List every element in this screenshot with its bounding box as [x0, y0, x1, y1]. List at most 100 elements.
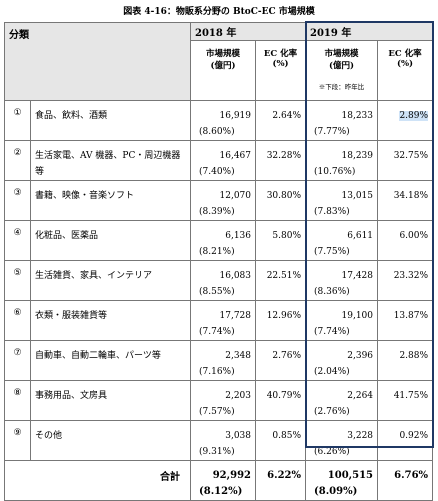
- size-label: 市場規模: [324, 49, 359, 59]
- growth-value: (2.76%): [314, 407, 350, 417]
- year-header: 2019 年: [305, 22, 434, 41]
- page: 図表 4-16：物販系分野の BtoC-EC 市場規模 分類 2018 年 2019…: [4, 7, 434, 501]
- row-number: ①: [4, 100, 31, 141]
- ec-value: 2.76%: [272, 351, 302, 361]
- row-number: ③: [4, 180, 31, 221]
- growth-value: (7.75%): [314, 247, 350, 257]
- growth-value: (7.74%): [199, 327, 235, 337]
- ec-rate: 12.96%: [254, 300, 307, 341]
- category: 自動車、自動二輪車、パーツ等: [30, 340, 191, 381]
- growth-value: (8.36%): [314, 287, 350, 297]
- market-size: 16,083 (8.55%): [190, 260, 256, 301]
- data-row: ④ 化粧品、医薬品 6,136 (8.21%) 5.80% 6,611 (7.75%) 6.0…: [4, 220, 434, 261]
- ec-value: 6.00%: [399, 231, 429, 241]
- ec-rate: 13.87%: [377, 300, 434, 341]
- market-size: 19,100 (7.74%): [305, 300, 379, 341]
- growth-value: (8.60%): [199, 127, 235, 137]
- market-size: 17,428 (8.36%): [305, 260, 379, 301]
- market-size: 6,136 (8.21%): [190, 220, 256, 261]
- ec-value: 2.89%: [399, 111, 429, 121]
- ec-rate: 40.79%: [254, 380, 307, 421]
- title: 図表 4-16：物販系分野の BtoC-EC 市場規模: [123, 7, 315, 17]
- growth-value: (10.76%): [314, 167, 356, 177]
- ec-label: EC 化率: [388, 49, 422, 59]
- ec-header: EC 化率 (%): [254, 40, 307, 101]
- ec-rate: 2.88%: [377, 340, 434, 381]
- data-row: ① 食品、飲料、酒類 16,919 (8.60%) 2.64% 18,233 (7.77%)…: [4, 100, 434, 141]
- ec-rate: 2.64%: [254, 100, 307, 141]
- ec-rate: 2.89%: [377, 100, 434, 141]
- size-value: 3,228: [347, 431, 374, 441]
- size-unit: (億円): [210, 61, 236, 71]
- ec-value: 32.75%: [393, 151, 429, 161]
- growth-value: (6.26%): [314, 447, 350, 457]
- total-row: 合計 92,992 (8.12%) 6.22% 100,515 (8.09%) 6.76%: [4, 460, 434, 501]
- market-size: 92,992 (8.12%): [190, 460, 256, 501]
- size-value: 19,100: [341, 311, 374, 321]
- header-row: 分類 2018 年 2019 年: [4, 22, 434, 101]
- category: その他: [30, 420, 191, 461]
- row-number: ⑤: [4, 260, 31, 301]
- ec-value: 2.64%: [272, 111, 302, 121]
- ec-unit: (%): [396, 59, 414, 69]
- ec-rate: 32.75%: [377, 140, 434, 181]
- growth-value: (2.04%): [314, 367, 350, 377]
- growth-value: (8.09%): [314, 486, 358, 497]
- ec-rate: 6.76%: [377, 460, 434, 501]
- ec-value: 2.88%: [399, 351, 429, 361]
- row-number: ②: [4, 140, 31, 181]
- category-header: 分類: [4, 22, 191, 101]
- growth-value: (7.83%): [314, 207, 350, 217]
- market-size: 18,239 (10.76%): [305, 140, 379, 181]
- size-value: 17,728: [219, 311, 252, 321]
- ec-rate: 0.85%: [254, 420, 307, 461]
- market-size: 6,611 (7.75%): [305, 220, 379, 261]
- market-size: 2,264 (2.76%): [305, 380, 379, 421]
- category: 食品、飲料、酒類: [30, 100, 191, 141]
- row-number: ⑥: [4, 300, 31, 341]
- category: 書籍、映像・音楽ソフト: [30, 180, 191, 221]
- growth-value: (7.74%): [314, 327, 350, 337]
- size-value: 13,015: [341, 191, 374, 201]
- market-size: 100,515 (8.09%): [305, 460, 379, 501]
- size-value: 2,264: [347, 391, 374, 401]
- size-value: 18,233: [341, 111, 374, 121]
- ec-rate: 0.92%: [377, 420, 434, 461]
- ec-value: 0.85%: [272, 431, 302, 441]
- row-number: ⑧: [4, 380, 31, 421]
- market-size: 16,467 (7.40%): [190, 140, 256, 181]
- note: ※下段：昨年比: [318, 83, 365, 91]
- year-header: 2018 年: [189, 22, 307, 41]
- total-label: 合計: [4, 460, 191, 501]
- ec-value: 40.79%: [266, 391, 302, 401]
- data-row: ⑥ 衣類・服装雑貨等 17,728 (7.74%) 12.96% 19,100 (7.74%…: [4, 300, 434, 341]
- ec-value: 6.22%: [267, 470, 302, 481]
- size-value: 12,070: [219, 191, 252, 201]
- row-number: ⑦: [4, 340, 31, 381]
- ec-rate: 5.80%: [254, 220, 307, 261]
- market-size: 2,348 (7.16%): [190, 340, 256, 381]
- market-size: 18,233 (7.77%): [305, 100, 379, 141]
- market-size: 3,038 (9.31%): [190, 420, 256, 461]
- ec-rate: 32.28%: [254, 140, 307, 181]
- size-value: 3,038: [225, 431, 251, 441]
- ec-value: 34.18%: [393, 191, 429, 201]
- ec-value: 13.87%: [393, 311, 429, 321]
- size-value: 6,611: [347, 231, 374, 241]
- ec-header: EC 化率 (%): [377, 40, 434, 101]
- data-row: ⑤ 生活雑貨、家具、インテリア 16,083 (8.55%) 22.51% 17,428 (…: [4, 260, 434, 301]
- ec-value: 6.76%: [394, 470, 429, 481]
- market-size: 13,015 (7.83%): [305, 180, 379, 221]
- ec-rate: 22.51%: [254, 260, 307, 301]
- growth-value: (9.31%): [199, 447, 235, 457]
- ec-value: 0.92%: [399, 431, 429, 441]
- growth-value: (8.55%): [199, 287, 235, 297]
- ec-value: 22.51%: [266, 271, 302, 281]
- ec-rate: 41.75%: [377, 380, 434, 421]
- data-row: ⑧ 事務用品、文房具 2,203 (7.57%) 40.79% 2,264 (2.76%) 4…: [4, 380, 434, 421]
- growth-value: (8.21%): [199, 247, 235, 257]
- size-value: 16,919: [219, 111, 252, 121]
- market-size: 3,228 (6.26%): [305, 420, 379, 461]
- row-number: ⑨: [4, 420, 31, 461]
- size-header: 市場規模 (億円) ※下段：昨年比: [305, 40, 379, 101]
